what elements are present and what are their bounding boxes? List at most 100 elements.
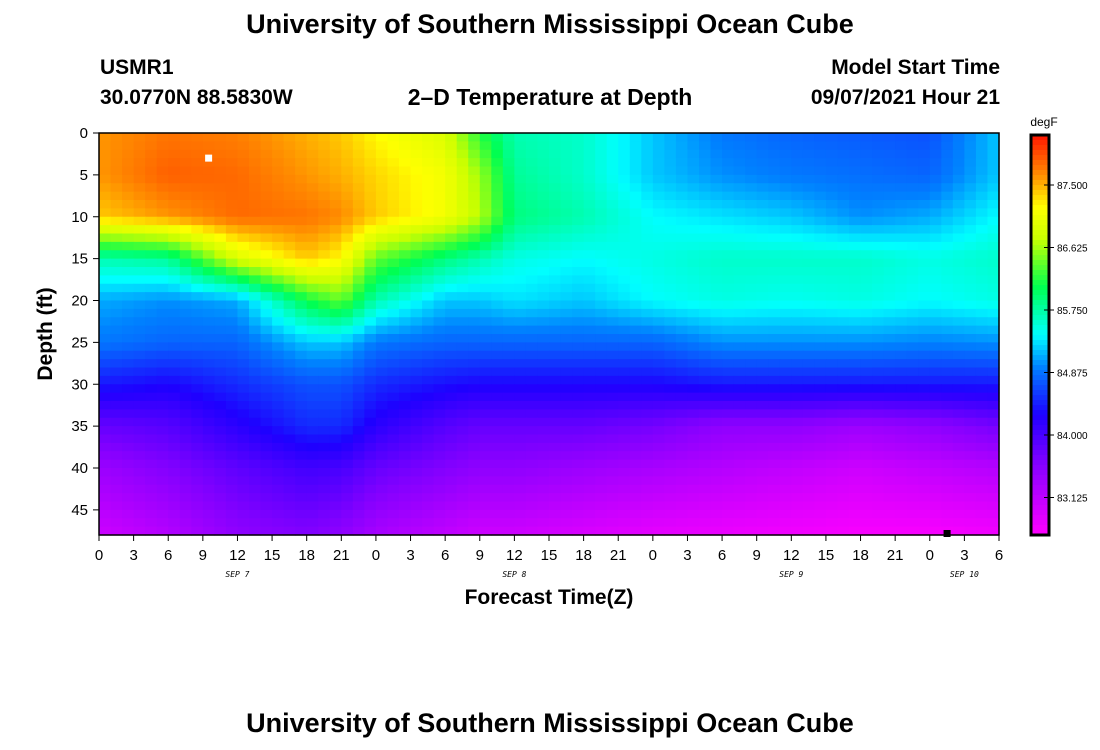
heatmap-cell: [618, 409, 631, 419]
heatmap-cell: [272, 166, 285, 176]
heatmap-cell: [237, 166, 250, 176]
heatmap-cell: [202, 392, 215, 402]
heatmap-cell: [883, 509, 896, 519]
heatmap-cell: [964, 468, 977, 477]
heatmap-cell: [214, 476, 227, 486]
heatmap-cell: [387, 275, 400, 285]
heatmap-cell: [341, 149, 354, 159]
heatmap-cell: [168, 518, 181, 528]
heatmap-cell: [260, 493, 273, 503]
heatmap-cell: [929, 409, 942, 419]
heatmap-cell: [375, 468, 389, 477]
heatmap-cell: [699, 133, 712, 142]
heatmap-cell: [272, 334, 285, 343]
heatmap-cell: [387, 509, 400, 519]
heatmap-cell: [768, 367, 781, 377]
heatmap-cell: [687, 275, 700, 285]
heatmap-cell: [699, 200, 712, 209]
heatmap-cell: [768, 434, 781, 444]
heatmap-cell: [110, 518, 123, 528]
heatmap-cell: [329, 191, 342, 201]
colorbar-swatch: [1031, 405, 1049, 411]
heatmap-cell: [860, 133, 873, 142]
heatmap-cell: [468, 459, 481, 469]
heatmap-cell: [479, 509, 492, 519]
heatmap-cell: [237, 409, 250, 419]
heatmap-cell: [456, 468, 469, 477]
heatmap-cell: [110, 384, 123, 394]
heatmap-cell: [710, 426, 723, 436]
heatmap-cell: [837, 183, 850, 193]
heatmap-cell: [225, 509, 239, 519]
heatmap-cell: [606, 417, 619, 427]
heatmap-cell: [537, 367, 550, 377]
heatmap-cell: [237, 367, 250, 377]
heatmap-cell: [675, 484, 689, 494]
heatmap-cell: [895, 250, 908, 260]
colorbar-swatch: [1031, 485, 1049, 491]
heatmap-cell: [583, 518, 596, 528]
heatmap-cell: [952, 267, 965, 276]
heatmap-cell: [583, 434, 596, 444]
heatmap-cell: [318, 509, 331, 519]
heatmap-cell: [987, 317, 1000, 327]
heatmap-cell: [99, 509, 112, 519]
heatmap-cell: [756, 325, 769, 335]
heatmap-cell: [502, 493, 515, 503]
heatmap-cell: [468, 342, 481, 352]
heatmap-cell: [225, 451, 239, 461]
heatmap-cell: [699, 317, 712, 327]
heatmap-cell: [929, 384, 942, 394]
heatmap-cell: [272, 451, 285, 461]
heatmap-cell: [99, 417, 112, 427]
heatmap-cell: [260, 317, 273, 327]
heatmap-cell: [433, 459, 446, 469]
heatmap-cell: [872, 317, 885, 327]
heatmap-cell: [860, 526, 873, 536]
heatmap-cell: [929, 183, 942, 193]
heatmap-cell: [802, 384, 815, 394]
heatmap-cell: [525, 392, 539, 402]
heatmap-cell: [525, 141, 539, 151]
heatmap-cell: [191, 250, 204, 260]
heatmap-cell: [410, 183, 423, 193]
heatmap-cell: [502, 174, 515, 184]
heatmap-cell: [756, 459, 769, 469]
heatmap-cell: [399, 300, 412, 310]
heatmap-cell: [537, 501, 550, 511]
heatmap-cell: [652, 241, 665, 251]
heatmap-cell: [110, 200, 123, 209]
heatmap-cell: [583, 451, 596, 461]
heatmap-cell: [872, 401, 885, 410]
heatmap-cell: [675, 183, 689, 193]
heatmap-cell: [225, 518, 239, 528]
heatmap-cell: [710, 158, 723, 168]
heatmap-cell: [895, 241, 908, 251]
heatmap-cell: [572, 133, 585, 142]
heatmap-cell: [629, 292, 642, 302]
heatmap-cell: [422, 183, 435, 193]
heatmap-cell: [110, 233, 123, 243]
heatmap-cell: [906, 267, 919, 276]
heatmap-cell: [502, 509, 515, 519]
heatmap-cell: [537, 375, 550, 385]
heatmap-cell: [375, 493, 389, 503]
heatmap-cell: [99, 183, 112, 193]
x-tick-label: 9: [199, 547, 207, 564]
heatmap-cell: [514, 200, 527, 209]
heatmap-cell: [364, 233, 377, 243]
heatmap-cell: [422, 367, 435, 377]
heatmap-cell: [929, 141, 942, 151]
heatmap-cell: [375, 426, 389, 436]
heatmap-cell: [456, 451, 469, 461]
heatmap-cell: [918, 392, 931, 402]
heatmap-cell: [364, 359, 377, 369]
heatmap-cell: [410, 300, 423, 310]
heatmap-cell: [560, 233, 573, 243]
heatmap-cell: [433, 409, 446, 419]
heatmap-cell: [168, 509, 181, 519]
heatmap-cell: [122, 367, 135, 377]
heatmap-cell: [179, 225, 192, 235]
heatmap-cell: [768, 308, 781, 318]
x-tick-label: 6: [995, 547, 1003, 564]
